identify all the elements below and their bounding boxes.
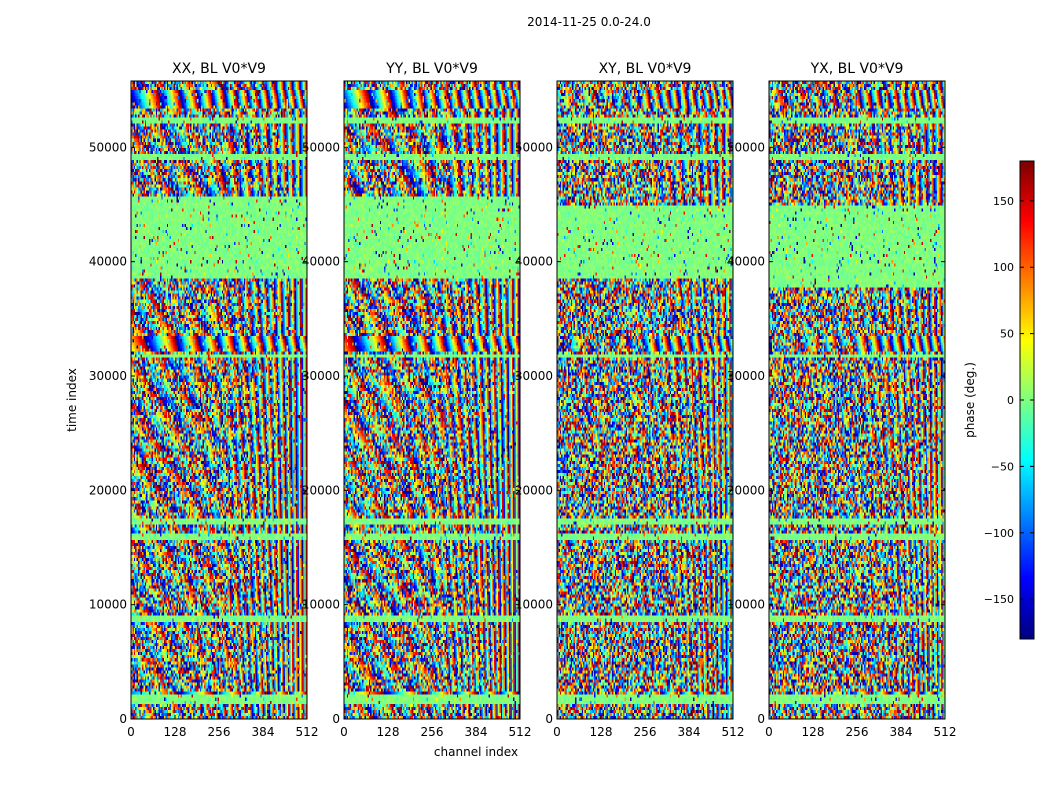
x-tick-label: 0	[127, 725, 135, 739]
panel-title: YX, BL V0*V9	[810, 61, 904, 77]
x-axis-label: channel index	[434, 745, 518, 759]
y-tick-label: 0	[545, 712, 553, 726]
x-tick-label: 128	[802, 725, 825, 739]
y-tick-label: 0	[119, 712, 127, 726]
panel-xy: XY, BL V0*V9 0 128 256 384 512 0 10000 20000 3000…	[515, 61, 745, 739]
colorbar-tick-label: 100	[993, 261, 1014, 274]
y-tick-label: 50000	[727, 140, 765, 154]
y-tick-label: 30000	[515, 369, 553, 383]
y-tick-label: 30000	[727, 369, 765, 383]
x-tick-label: 384	[678, 725, 701, 739]
panel-yy: YY, BL V0*V9 0 128 256 384 512 0 10000 20000 3000…	[302, 61, 532, 739]
panel-title: YY, BL V0*V9	[385, 61, 478, 77]
colorbar-tick-label: 50	[1000, 328, 1014, 341]
y-tick-label: 10000	[727, 598, 765, 612]
panels-group: XX, BL V0*V9 0 128 256 384 512 0 10000 20000 3000…	[89, 61, 957, 739]
phase-heatmap-xx	[131, 81, 307, 719]
colorbar: −150 −100 −50 0 50 100 150 phase (deg.)	[963, 160, 1035, 640]
x-tick-label: 512	[722, 725, 745, 739]
panel-yx: YX, BL V0*V9 0 128 256 384 512 0 10000 20000 3000…	[727, 61, 957, 739]
x-tick-label: 0	[765, 725, 773, 739]
y-tick-label: 40000	[515, 255, 553, 269]
colorbar-tick-label: −150	[984, 593, 1014, 606]
y-tick-label: 20000	[515, 483, 553, 497]
phase-heatmap-yy	[344, 81, 520, 719]
y-tick-label: 40000	[727, 255, 765, 269]
x-tick-label: 512	[934, 725, 957, 739]
y-tick-label: 30000	[302, 369, 340, 383]
y-tick-label: 10000	[302, 598, 340, 612]
x-tick-label: 512	[509, 725, 532, 739]
x-tick-label: 256	[421, 725, 444, 739]
panel-title: XY, BL V0*V9	[599, 61, 692, 77]
colorbar-tick-label: −50	[991, 460, 1014, 473]
x-tick-label: 256	[634, 725, 657, 739]
x-tick-label: 384	[252, 725, 275, 739]
y-tick-label: 20000	[89, 483, 127, 497]
x-tick-label: 256	[846, 725, 869, 739]
y-tick-label: 10000	[515, 598, 553, 612]
phase-heatmap-yx	[769, 81, 945, 719]
y-axis-label: time index	[65, 368, 79, 432]
y-tick-label: 50000	[302, 140, 340, 154]
x-tick-label: 256	[208, 725, 231, 739]
colorbar-tick-label: 150	[993, 195, 1014, 208]
y-tick-label: 20000	[302, 483, 340, 497]
x-tick-label: 384	[465, 725, 488, 739]
y-tick-label: 40000	[89, 255, 127, 269]
x-tick-label: 128	[377, 725, 400, 739]
x-tick-label: 128	[590, 725, 613, 739]
panel-title: XX, BL V0*V9	[172, 61, 266, 77]
panel-xx: XX, BL V0*V9 0 128 256 384 512 0 10000 20000 3000…	[89, 61, 319, 739]
y-tick-label: 40000	[302, 255, 340, 269]
x-tick-label: 512	[296, 725, 319, 739]
colorbar-tick-label: −100	[984, 527, 1014, 540]
phase-heatmap-xy	[557, 81, 733, 719]
y-tick-label: 20000	[727, 483, 765, 497]
x-tick-label: 384	[890, 725, 913, 739]
y-tick-label: 0	[332, 712, 340, 726]
y-tick-label: 30000	[89, 369, 127, 383]
figure-suptitle: 2014-11-25 0.0-24.0	[527, 15, 651, 29]
y-tick-label: 0	[757, 712, 765, 726]
x-tick-label: 0	[553, 725, 561, 739]
colorbar-gradient	[1020, 161, 1034, 639]
x-tick-label: 0	[340, 725, 348, 739]
colorbar-tick-label: 0	[1007, 394, 1014, 407]
y-tick-label: 50000	[515, 140, 553, 154]
y-tick-label: 50000	[89, 140, 127, 154]
y-tick-label: 10000	[89, 598, 127, 612]
colorbar-label: phase (deg.)	[963, 362, 977, 438]
x-tick-label: 128	[164, 725, 187, 739]
